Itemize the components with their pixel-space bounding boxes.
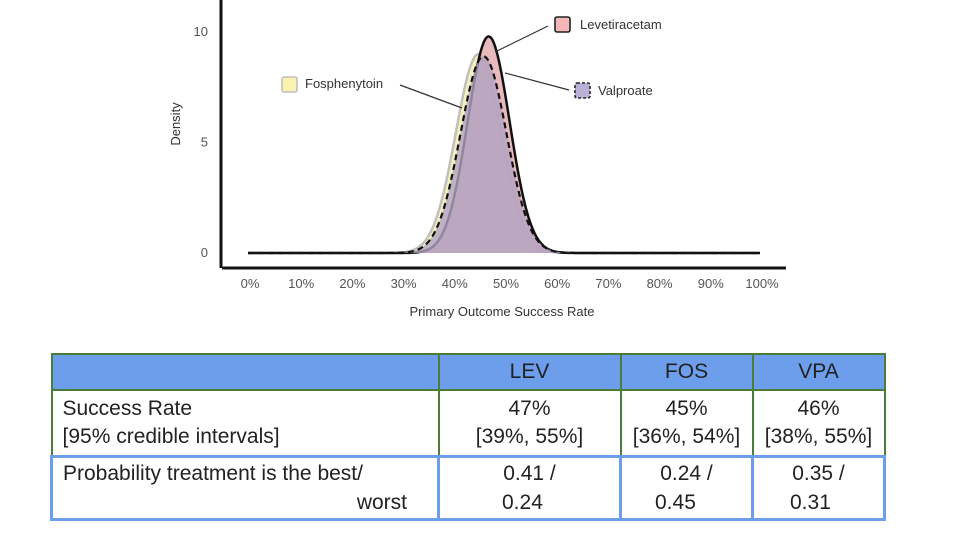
row-label-success-rate: Success Rate [95% credible intervals] <box>50 390 440 457</box>
row-label-line2: [95% credible intervals] <box>62 425 280 448</box>
legend-swatch-valproate <box>574 82 591 99</box>
row-label-line1: Success Rate <box>62 397 193 420</box>
row-label-line1: Probability treatment is the best/ <box>63 462 363 485</box>
value-ci: [38%, 55%] <box>764 425 873 448</box>
cell-vpa-success: 46% [38%, 55%] <box>751 390 886 457</box>
x-tick-label: 10% <box>288 276 314 291</box>
x-tick-label: 50% <box>493 276 519 291</box>
y-ticks: 0 5 10 <box>194 24 208 260</box>
leader-valproate <box>504 72 570 91</box>
header-vpa: VPA <box>751 353 886 391</box>
legend: Levetiracetam Fosphenytoin Valproate <box>281 16 662 109</box>
legend-swatch-levetiracetam <box>554 16 571 33</box>
x-tick-label: 20% <box>339 276 365 291</box>
y-tick-label: 10 <box>194 24 208 39</box>
density-area-valproate <box>248 56 760 254</box>
density-curves <box>248 35 760 255</box>
density-line-valproate <box>248 55 760 255</box>
header-fos: FOS <box>619 353 754 391</box>
value-worst: 0.24 <box>502 491 543 514</box>
y-tick-label: 0 <box>201 245 208 260</box>
y-axis-title: Density <box>168 102 183 146</box>
x-tick-label: 70% <box>595 276 621 291</box>
value-worst: 0.31 <box>790 491 831 514</box>
table-header-row: LEV FOS VPA <box>50 353 886 391</box>
legend-swatch-fosphenytoin <box>281 76 298 93</box>
value-ci: [39%, 55%] <box>475 425 584 448</box>
value-main: 45% <box>665 397 708 420</box>
legend-label-valproate: Valproate <box>598 83 653 98</box>
value-main: 47% <box>508 397 551 420</box>
legend-label-levetiracetam: Levetiracetam <box>580 17 662 32</box>
leader-levetiracetam <box>494 25 549 53</box>
cell-lev-success: 47% [39%, 55%] <box>437 390 622 457</box>
row-label-line2: worst <box>356 491 407 514</box>
cell-fos-probability: 0.24 / 0.45 <box>619 455 754 521</box>
results-table: LEV FOS VPA Success Rate [95% credible i… <box>50 353 886 521</box>
cell-vpa-probability: 0.35 / 0.31 <box>751 455 886 521</box>
x-tick-label: 40% <box>442 276 468 291</box>
x-ticks: 0% 10% 20% 30% 40% 50% 60% 70% 80% 90% 100% <box>241 276 779 291</box>
leader-fosphenytoin <box>399 84 463 109</box>
y-tick-label: 5 <box>201 135 208 150</box>
header-blank-cell <box>50 353 440 391</box>
density-chart: 0 5 10 0% 10% 20% 30% 40% 50% 60% 70% 80% 90% 100% P… <box>168 0 786 319</box>
value-best: 0.41 / <box>503 462 556 485</box>
table-row-success-rate: Success Rate [95% credible intervals] 47… <box>50 390 886 457</box>
table-row-probability: Probability treatment is the best/ worst… <box>50 455 886 521</box>
cell-lev-probability: 0.41 / 0.24 <box>437 455 622 521</box>
row-label-probability: Probability treatment is the best/ worst <box>50 455 440 521</box>
x-tick-label: 90% <box>698 276 724 291</box>
x-axis-title: Primary Outcome Success Rate <box>410 304 595 319</box>
x-tick-label: 60% <box>544 276 570 291</box>
x-tick-label: 80% <box>647 276 673 291</box>
x-tick-label: 100% <box>745 276 779 291</box>
value-best: 0.35 / <box>792 462 845 485</box>
x-tick-label: 0% <box>241 276 260 291</box>
header-lev: LEV <box>437 353 622 391</box>
legend-label-fosphenytoin: Fosphenytoin <box>305 76 383 91</box>
x-tick-label: 30% <box>391 276 417 291</box>
value-main: 46% <box>797 397 840 420</box>
value-worst: 0.45 <box>655 491 696 514</box>
value-best: 0.24 / <box>660 462 713 485</box>
value-ci: [36%, 54%] <box>632 425 741 448</box>
cell-fos-success: 45% [36%, 54%] <box>619 390 754 457</box>
